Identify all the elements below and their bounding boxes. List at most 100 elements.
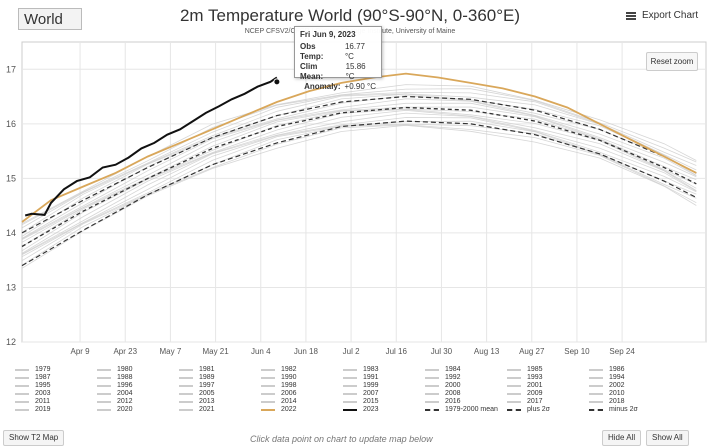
legend-label: 2016: [445, 398, 461, 405]
legend-swatch: [507, 409, 521, 411]
legend-item[interactable]: 2016: [425, 398, 507, 406]
legend-item[interactable]: 1990: [261, 374, 343, 382]
show-map-button[interactable]: Show T2 Map: [3, 430, 65, 446]
legend-swatch: [425, 409, 439, 411]
legend-item[interactable]: 2008: [425, 390, 507, 398]
legend-item[interactable]: 2001: [507, 382, 589, 390]
legend-label: 1992: [445, 374, 461, 381]
legend-item[interactable]: 2021: [179, 406, 261, 414]
legend-item[interactable]: 2019: [15, 406, 97, 414]
legend-label: 2001: [527, 382, 543, 389]
legend-item[interactable]: 1993: [507, 374, 589, 382]
x-tick-label: Jul 30: [431, 347, 453, 356]
legend-item[interactable]: 1992: [425, 374, 507, 382]
legend-swatch: [179, 409, 193, 411]
legend-item[interactable]: 1979-2000 mean: [425, 406, 507, 414]
legend-swatch: [97, 401, 111, 403]
data-tooltip: Fri Jun 9, 2023 Obs Temp: 16.77 °C Clim M…: [294, 26, 382, 91]
legend-swatch: [261, 409, 275, 411]
legend-item[interactable]: 2022: [261, 406, 343, 414]
legend-item[interactable]: 2010: [589, 390, 671, 398]
legend-item[interactable]: 1985: [507, 366, 589, 374]
x-tick-label: Sep 24: [609, 347, 635, 356]
legend-label: 1983: [363, 366, 379, 373]
region-select[interactable]: World: [18, 8, 82, 30]
year-line: [21, 93, 697, 233]
legend-item[interactable]: 1998: [261, 382, 343, 390]
legend-item[interactable]: 1989: [179, 374, 261, 382]
legend-label: 1990: [281, 374, 297, 381]
legend-item[interactable]: 1997: [179, 382, 261, 390]
year-line: [21, 124, 697, 266]
legend-swatch: [261, 369, 275, 371]
year-line: [21, 88, 697, 226]
tooltip-obs-row: Obs Temp: 16.77 °C: [300, 42, 365, 61]
legend-swatch: [343, 377, 357, 379]
legend-item[interactable]: 1980: [97, 366, 179, 374]
legend-item[interactable]: 2005: [179, 390, 261, 398]
legend-item[interactable]: 1988: [97, 374, 179, 382]
legend-label: 2013: [199, 398, 215, 405]
legend-swatch: [15, 393, 29, 395]
legend-swatch: [15, 385, 29, 387]
legend-item[interactable]: 1979: [15, 366, 97, 374]
legend-swatch: [507, 377, 521, 379]
legend-label: 2010: [609, 390, 625, 397]
legend-label: 2004: [117, 390, 133, 397]
legend-label: 2012: [117, 398, 133, 405]
legend-label: 2018: [609, 398, 625, 405]
legend-item[interactable]: 2007: [343, 390, 425, 398]
legend-swatch: [343, 385, 357, 387]
legend-item[interactable]: 2006: [261, 390, 343, 398]
legend-item[interactable]: 2009: [507, 390, 589, 398]
legend-item[interactable]: 1991: [343, 374, 425, 382]
legend-item[interactable]: plus 2σ: [507, 406, 589, 414]
year-line: [21, 106, 697, 243]
series-2022-line: [21, 72, 697, 223]
legend-item[interactable]: 1996: [97, 382, 179, 390]
export-chart-button[interactable]: Export Chart: [626, 10, 698, 21]
legend-swatch: [15, 377, 29, 379]
temperature-chart[interactable]: 12 13 14 15 16 17 Apr 9 Apr 23 May 7 May 21 Jun 4…: [0, 0, 723, 360]
click-hint: Click data point on chart to update map …: [250, 434, 433, 444]
legend-item[interactable]: 1986: [589, 366, 671, 374]
legend-item[interactable]: 2015: [343, 398, 425, 406]
legend-item[interactable]: 1984: [425, 366, 507, 374]
legend-item[interactable]: 2000: [425, 382, 507, 390]
legend-swatch: [179, 385, 193, 387]
legend-item[interactable]: 1987: [15, 374, 97, 382]
plus-2-sigma-line: [21, 95, 697, 234]
hide-all-button[interactable]: Hide All: [602, 430, 642, 446]
legend-item[interactable]: minus 2σ: [589, 406, 671, 414]
legend-item[interactable]: 2017: [507, 398, 589, 406]
legend-item[interactable]: 2013: [179, 398, 261, 406]
legend-item[interactable]: 1995: [15, 382, 97, 390]
legend-item[interactable]: 2014: [261, 398, 343, 406]
legend-item[interactable]: 2011: [15, 398, 97, 406]
legend-item[interactable]: 2004: [97, 390, 179, 398]
reset-zoom-button[interactable]: Reset zoom: [646, 52, 698, 71]
legend-item[interactable]: 1981: [179, 366, 261, 374]
legend-item[interactable]: 2003: [15, 390, 97, 398]
legend-item[interactable]: 2018: [589, 398, 671, 406]
legend-item[interactable]: 1983: [343, 366, 425, 374]
legend-swatch: [425, 401, 439, 403]
y-tick-label: 14: [6, 228, 16, 238]
x-tick-label: May 21: [202, 347, 229, 356]
legend-item[interactable]: 2002: [589, 382, 671, 390]
background-years: [21, 84, 697, 269]
legend-label: 1991: [363, 374, 379, 381]
year-line: [21, 95, 697, 239]
legend-item[interactable]: 1999: [343, 382, 425, 390]
legend-label: 1979-2000 mean: [445, 406, 498, 413]
menu-icon: [626, 11, 636, 20]
legend-item[interactable]: 2020: [97, 406, 179, 414]
legend-item[interactable]: 2023: [343, 406, 425, 414]
legend-swatch: [507, 385, 521, 387]
legend-item[interactable]: 2012: [97, 398, 179, 406]
y-tick-label: 17: [6, 64, 16, 74]
show-all-button[interactable]: Show All: [646, 430, 689, 446]
legend-item[interactable]: 1982: [261, 366, 343, 374]
x-tick-label: Jun 18: [294, 347, 319, 356]
legend-item[interactable]: 1994: [589, 374, 671, 382]
